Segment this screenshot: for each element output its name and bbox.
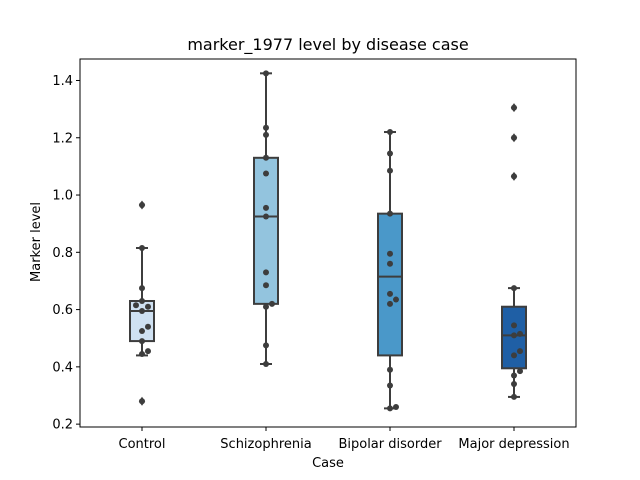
data-point bbox=[139, 338, 145, 345]
data-point bbox=[387, 250, 393, 257]
data-point bbox=[387, 129, 393, 136]
data-point bbox=[145, 323, 151, 330]
data-point bbox=[139, 308, 145, 315]
data-point bbox=[511, 393, 517, 400]
y-tick-label: 0.4 bbox=[52, 360, 73, 375]
data-point bbox=[517, 348, 523, 355]
data-point bbox=[263, 154, 269, 161]
data-point bbox=[387, 405, 393, 412]
x-tick-label: Major depression bbox=[458, 437, 569, 452]
data-point bbox=[263, 170, 269, 177]
data-point bbox=[387, 366, 393, 373]
data-point bbox=[517, 368, 523, 375]
data-point bbox=[511, 285, 517, 292]
box-iqr bbox=[377, 212, 403, 357]
data-point bbox=[393, 403, 399, 410]
data-point bbox=[387, 150, 393, 157]
data-point bbox=[393, 296, 399, 303]
data-point bbox=[511, 104, 517, 111]
data-point bbox=[139, 328, 145, 335]
data-point bbox=[133, 302, 139, 309]
y-tick-label: 0.6 bbox=[52, 303, 73, 318]
data-point bbox=[263, 204, 269, 211]
data-point bbox=[263, 282, 269, 289]
box-iqr bbox=[253, 156, 279, 305]
data-point bbox=[387, 300, 393, 307]
data-point bbox=[263, 124, 269, 131]
data-point bbox=[263, 131, 269, 138]
data-point bbox=[511, 332, 517, 339]
data-point bbox=[145, 303, 151, 310]
data-point bbox=[387, 260, 393, 267]
data-point bbox=[387, 382, 393, 389]
data-point bbox=[387, 290, 393, 297]
box-iqr bbox=[129, 299, 155, 343]
data-point bbox=[269, 300, 275, 307]
y-tick-label: 0.2 bbox=[52, 418, 73, 433]
data-point bbox=[263, 213, 269, 220]
data-point bbox=[387, 210, 393, 217]
x-tick-label: Schizophrenia bbox=[220, 437, 311, 452]
data-point bbox=[263, 70, 269, 77]
y-axis-title: Marker level bbox=[29, 202, 44, 282]
data-point bbox=[511, 322, 517, 329]
data-point bbox=[511, 173, 517, 180]
x-axis-title: Case bbox=[312, 456, 344, 471]
plot-frame bbox=[79, 58, 577, 428]
data-point bbox=[387, 167, 393, 174]
data-point bbox=[511, 352, 517, 359]
data-point bbox=[511, 372, 517, 379]
data-point bbox=[511, 381, 517, 388]
data-point bbox=[263, 342, 269, 349]
data-point bbox=[263, 360, 269, 367]
data-point bbox=[145, 348, 151, 355]
plot-area: 0.2 0.4 0.6 0.8 1.0 1.2 1.4 Control Schizophreni… bbox=[52, 58, 577, 452]
y-tick-label: 1.0 bbox=[52, 189, 73, 204]
data-point bbox=[139, 398, 145, 405]
data-point bbox=[139, 297, 145, 304]
y-tick-label: 0.8 bbox=[52, 246, 73, 261]
y-tick-label: 1.4 bbox=[52, 74, 73, 89]
data-point bbox=[139, 245, 145, 252]
data-point bbox=[263, 269, 269, 276]
data-point bbox=[511, 134, 517, 141]
data-point bbox=[263, 303, 269, 310]
data-point bbox=[139, 202, 145, 209]
y-tick-label: 1.2 bbox=[52, 131, 73, 146]
data-point bbox=[517, 330, 523, 337]
x-tick-label: Control bbox=[119, 437, 166, 452]
data-point bbox=[139, 285, 145, 292]
chart-title: marker_1977 level by disease case bbox=[187, 35, 468, 55]
data-point bbox=[139, 350, 145, 357]
x-tick-label: Bipolar disorder bbox=[338, 437, 442, 452]
